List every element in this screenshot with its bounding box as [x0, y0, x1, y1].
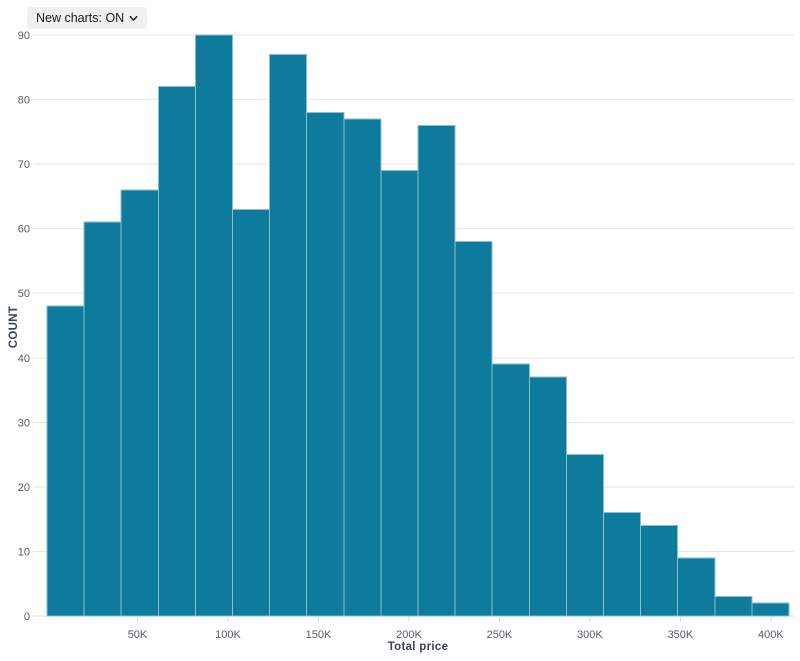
chevron-down-icon: [129, 13, 138, 23]
histogram-bar[interactable]: [565, 454, 605, 617]
histogram-bar[interactable]: [603, 512, 642, 617]
x-tick-label: 300K: [577, 629, 603, 641]
histogram-bar[interactable]: [491, 363, 530, 617]
histogram-bar[interactable]: [417, 124, 456, 617]
x-tick-label: 50K: [128, 629, 148, 641]
x-tick-label: 150K: [306, 629, 332, 641]
y-tick-label: 30: [18, 417, 30, 429]
new-charts-dropdown[interactable]: New charts: ON: [27, 7, 148, 29]
histogram-bar[interactable]: [454, 241, 493, 617]
histogram-bar[interactable]: [269, 53, 308, 617]
x-tick-label: 100K: [215, 629, 241, 641]
x-tick-label: 200K: [396, 629, 422, 641]
y-tick-label: 0: [24, 611, 30, 623]
y-tick-label: 20: [18, 482, 30, 494]
y-tick-label: 10: [18, 546, 30, 558]
y-tick-label: 50: [18, 288, 30, 300]
x-tick-label: 250K: [487, 629, 513, 641]
x-axis-title: Total price: [388, 641, 449, 653]
histogram-bar[interactable]: [306, 111, 345, 617]
y-tick-label: 60: [18, 224, 30, 236]
bars-group: [46, 34, 790, 617]
histogram-bar[interactable]: [751, 602, 790, 617]
histogram-bar[interactable]: [194, 34, 233, 617]
histogram-bar[interactable]: [232, 208, 271, 617]
histogram-bar[interactable]: [157, 86, 196, 617]
histogram-bar[interactable]: [528, 376, 567, 617]
histogram-bar[interactable]: [677, 557, 716, 617]
histogram-bar[interactable]: [46, 305, 85, 617]
histogram-bar[interactable]: [120, 189, 159, 617]
new-charts-dropdown-label: New charts: ON: [36, 11, 125, 25]
x-tick-label: 350K: [668, 629, 694, 641]
y-tick-label: 80: [18, 95, 30, 107]
histogram-bar[interactable]: [640, 525, 679, 617]
x-tick-label: 400K: [758, 629, 784, 641]
x-axis: 50K 100K 150K 200K 250K 300K 350K 400K: [128, 617, 784, 641]
histogram-bar[interactable]: [714, 596, 753, 617]
histogram-bar[interactable]: [343, 118, 382, 617]
y-axis: 0 10 20 30 40 50 60 70 80 90: [18, 30, 30, 623]
histogram-bar[interactable]: [83, 221, 122, 617]
histogram-bar[interactable]: [380, 170, 419, 617]
y-tick-label: 90: [18, 30, 30, 42]
y-axis-title: COUNT: [8, 306, 20, 348]
y-tick-label: 40: [18, 353, 30, 365]
y-tick-label: 70: [18, 159, 30, 171]
